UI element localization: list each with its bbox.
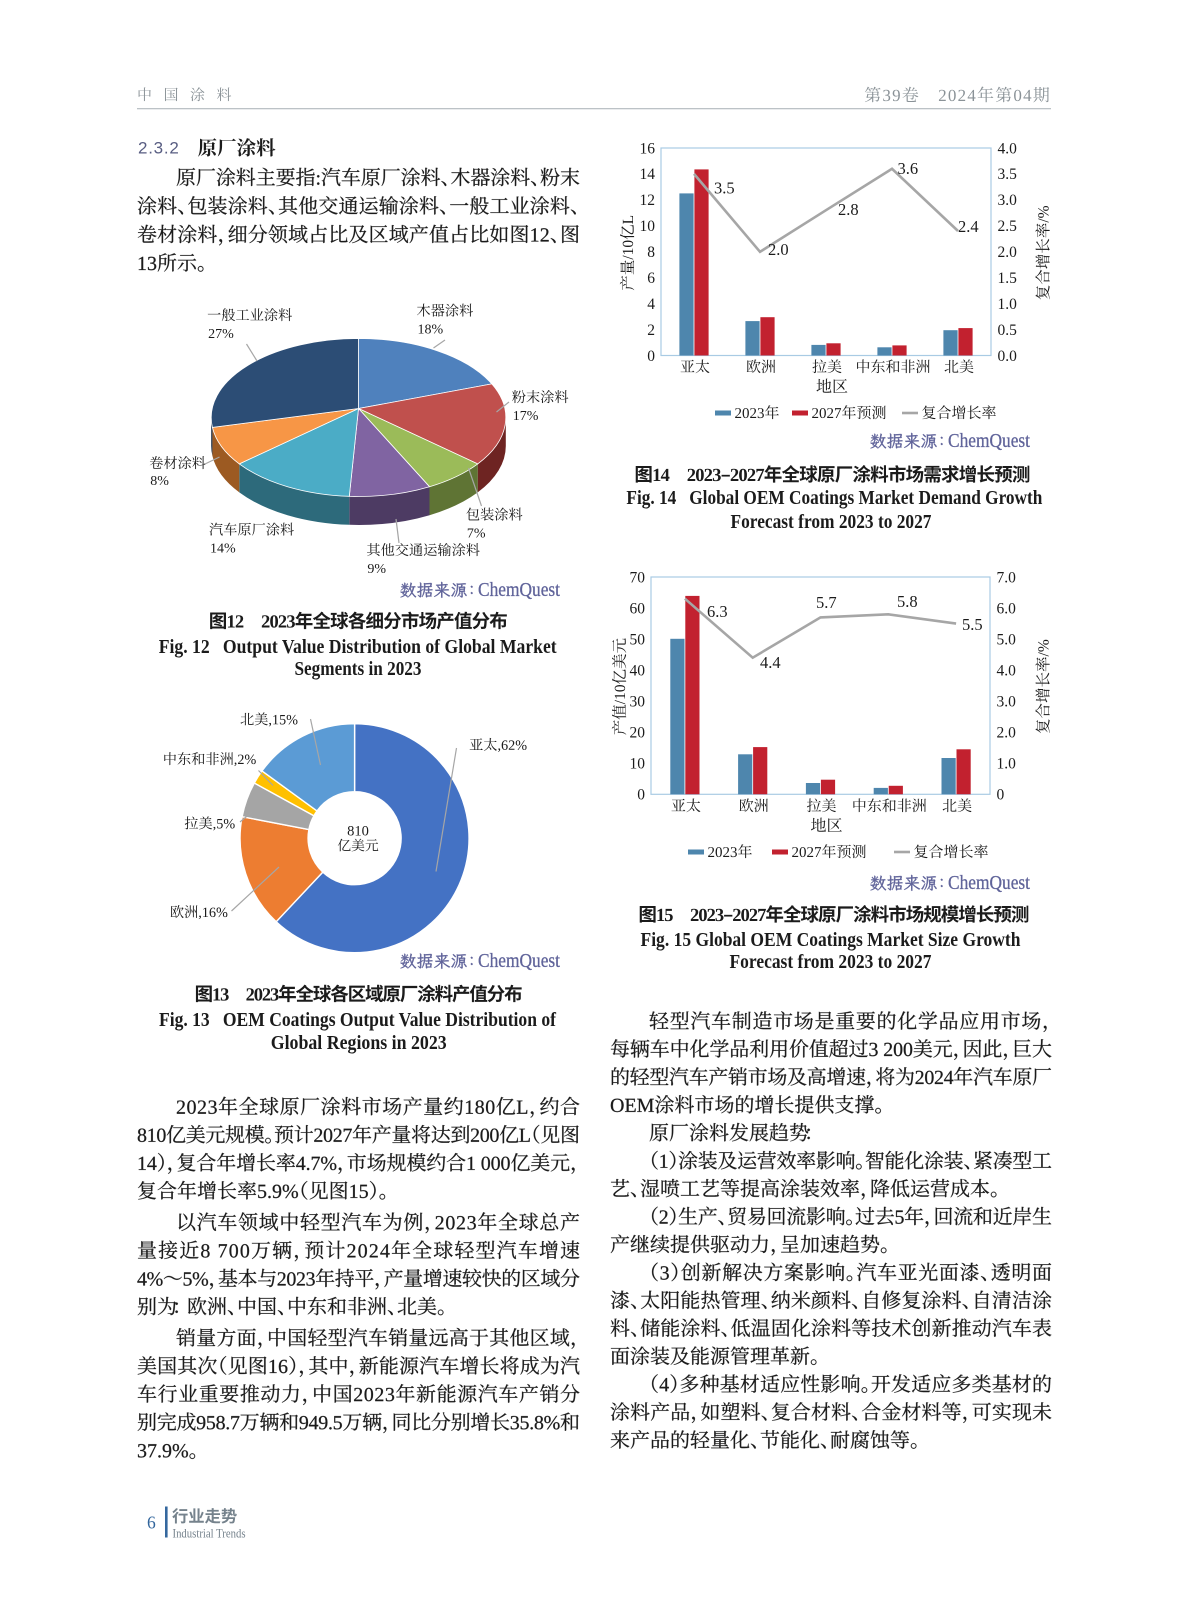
svg-text:0.0: 0.0 <box>998 348 1018 365</box>
svg-text:12: 12 <box>640 192 656 209</box>
svg-text:0: 0 <box>647 348 655 365</box>
svg-text:Fig. 14 Global OEM Coatings: Fig. 14 Global OEM Coatings Market Deman… <box>626 487 1042 509</box>
svg-text:5.0: 5.0 <box>997 631 1017 648</box>
svg-text:Forecast from 2023 to 2027: Forecast from 2023 to 2027 <box>730 951 932 973</box>
svg-text:3.5: 3.5 <box>714 179 735 198</box>
svg-text:1.5: 1.5 <box>998 270 1018 287</box>
svg-text:0: 0 <box>997 787 1005 804</box>
svg-text:Fig. 15 Global OEM Coatings Ma: Fig. 15 Global OEM Coatings Market Size … <box>641 929 1021 951</box>
svg-text:27%: 27% <box>208 327 234 342</box>
svg-text:9%: 9% <box>367 562 386 577</box>
svg-text:3.5: 3.5 <box>998 166 1018 183</box>
svg-text:7.0: 7.0 <box>997 569 1017 586</box>
svg-text:60: 60 <box>630 600 646 617</box>
svg-text:2.0: 2.0 <box>998 244 1018 261</box>
svg-text:16: 16 <box>640 140 656 157</box>
svg-text:810: 810 <box>347 823 369 839</box>
svg-text:Fig. 12 Output Value Distrib: Fig. 12 Output Value Distribution of Glo… <box>159 636 557 658</box>
svg-text:4.4: 4.4 <box>760 653 781 672</box>
svg-text:0.5: 0.5 <box>998 322 1018 339</box>
svg-text:7%: 7% <box>467 527 486 542</box>
svg-text:20: 20 <box>630 725 646 742</box>
svg-text:70: 70 <box>630 569 646 586</box>
svg-text:18%: 18% <box>418 323 444 338</box>
svg-text:ChemQuest: ChemQuest <box>478 579 560 601</box>
svg-text:30: 30 <box>630 693 646 710</box>
svg-text:ChemQuest: ChemQuest <box>478 950 560 972</box>
svg-text:5.8: 5.8 <box>897 592 918 611</box>
svg-text:Segments in 2023: Segments in 2023 <box>295 658 422 680</box>
svg-text:Industrial Trends: Industrial Trends <box>173 1527 246 1541</box>
svg-text:14%: 14% <box>210 542 236 557</box>
svg-text:3.6: 3.6 <box>898 159 919 178</box>
svg-text:5.5: 5.5 <box>962 615 983 634</box>
svg-text:1.0: 1.0 <box>997 756 1017 773</box>
svg-text:3.0: 3.0 <box>997 693 1017 710</box>
svg-text:8%: 8% <box>150 474 169 489</box>
svg-text:4: 4 <box>647 296 655 313</box>
svg-text:Fig. 13 OEM Coatings Output: Fig. 13 OEM Coatings Output Value Distri… <box>159 1009 556 1031</box>
svg-text:3.0: 3.0 <box>998 192 1018 209</box>
svg-text:14: 14 <box>640 166 656 183</box>
svg-text:2.5: 2.5 <box>998 218 1018 235</box>
svg-text:ChemQuest: ChemQuest <box>948 430 1030 452</box>
svg-text:2.8: 2.8 <box>838 200 859 219</box>
svg-text:Forecast from 2023 to 2027: Forecast from 2023 to 2027 <box>731 511 932 533</box>
svg-text:2: 2 <box>647 322 655 339</box>
svg-text:2.3.2: 2.3.2 <box>138 139 180 158</box>
svg-text:40: 40 <box>630 662 646 679</box>
svg-text:Global Regions in 2023: Global Regions in 2023 <box>271 1032 447 1054</box>
svg-text:8: 8 <box>647 244 655 261</box>
svg-text:5.7: 5.7 <box>816 593 837 612</box>
svg-text:0: 0 <box>637 787 645 804</box>
svg-text:ChemQuest: ChemQuest <box>948 872 1030 894</box>
svg-text:2.0: 2.0 <box>997 725 1017 742</box>
svg-text:4.0: 4.0 <box>997 662 1017 679</box>
svg-text:2.0: 2.0 <box>768 240 789 259</box>
svg-text:2.4: 2.4 <box>958 217 979 236</box>
svg-text:6: 6 <box>147 1513 156 1533</box>
svg-text:6.3: 6.3 <box>707 602 728 621</box>
svg-text:10: 10 <box>630 756 646 773</box>
svg-text:6.0: 6.0 <box>997 600 1017 617</box>
svg-text:4.0: 4.0 <box>998 140 1018 157</box>
svg-text:10: 10 <box>640 218 656 235</box>
svg-text:6: 6 <box>647 270 655 287</box>
svg-text:1.0: 1.0 <box>998 296 1018 313</box>
svg-text:50: 50 <box>630 631 646 648</box>
svg-text:17%: 17% <box>513 409 539 424</box>
